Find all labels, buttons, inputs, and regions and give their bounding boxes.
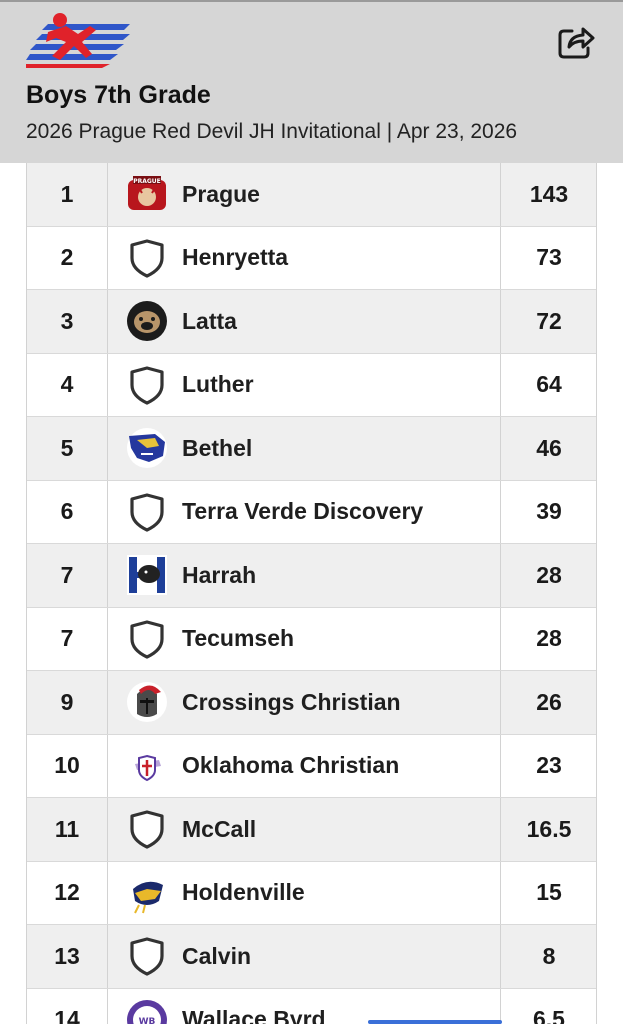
table-row[interactable]: 6 Terra Verde Discovery 39 bbox=[27, 480, 596, 544]
score-cell: 73 bbox=[536, 244, 562, 271]
rank-cell: 7 bbox=[27, 607, 108, 670]
score-cell: 143 bbox=[529, 180, 569, 207]
share-button[interactable] bbox=[556, 22, 596, 60]
shield-icon bbox=[130, 493, 164, 532]
team-name: Henryetta bbox=[182, 244, 289, 271]
score-cell: 8 bbox=[542, 942, 556, 969]
wolverine-logo bbox=[127, 872, 167, 914]
team-name: Terra Verde Discovery bbox=[182, 498, 424, 525]
score-cell: 46 bbox=[536, 434, 562, 461]
standings-table: 1 PRAGUE Prague 143 2 Henryetta 73 3 Latta 72 4 Lut… bbox=[26, 163, 597, 1024]
shield-icon bbox=[130, 239, 164, 278]
team-cell[interactable]: Luther bbox=[108, 353, 501, 416]
team-cell[interactable]: Terra Verde Discovery bbox=[108, 480, 501, 543]
rank-cell: 14 bbox=[27, 988, 108, 1024]
team-cell[interactable]: Crossings Christian bbox=[108, 671, 501, 734]
harrah-panther-logo bbox=[127, 555, 167, 596]
table-row[interactable]: 13 Calvin 8 bbox=[27, 925, 596, 989]
table-row[interactable]: 3 Latta 72 bbox=[27, 290, 596, 354]
svg-text:PRAGUE: PRAGUE bbox=[133, 178, 161, 185]
knight-helmet-logo bbox=[127, 682, 167, 723]
page-header: Boys 7th Grade 2026 Prague Red Devil JH … bbox=[0, 0, 623, 163]
table-row[interactable]: 14 WB Wallace Byrd 6.5 bbox=[27, 988, 596, 1024]
score-cell: 6.5 bbox=[533, 1006, 565, 1024]
table-row[interactable]: 5 Bethel 46 bbox=[27, 417, 596, 481]
team-cell[interactable]: PRAGUE Prague bbox=[108, 163, 501, 226]
score-cell: 23 bbox=[536, 752, 562, 779]
table-row[interactable]: 7 Harrah 28 bbox=[27, 544, 596, 608]
shield-icon bbox=[130, 620, 164, 659]
shield-icon bbox=[130, 937, 164, 976]
team-name: McCall bbox=[182, 815, 257, 842]
table-row[interactable]: 1 PRAGUE Prague 143 bbox=[27, 163, 596, 227]
score-cell: 39 bbox=[536, 498, 562, 525]
runner-flag-logo bbox=[26, 13, 130, 68]
team-cell[interactable]: Oklahoma Christian bbox=[108, 734, 501, 797]
wildcat-logo bbox=[127, 428, 167, 469]
rank-cell: 1 bbox=[27, 163, 108, 226]
team-cell[interactable]: Holdenville bbox=[108, 861, 501, 924]
top-divider bbox=[0, 0, 623, 2]
table-row[interactable]: 12 Holdenville 15 bbox=[27, 861, 596, 925]
team-name: Wallace Byrd bbox=[182, 1006, 326, 1024]
team-cell[interactable]: McCall bbox=[108, 798, 501, 861]
scroll-indicator bbox=[368, 1020, 502, 1024]
table-row[interactable]: 11 McCall 16.5 bbox=[27, 798, 596, 862]
score-cell: 28 bbox=[536, 625, 562, 652]
score-cell: 28 bbox=[536, 561, 562, 588]
table-row[interactable]: 9 Crossings Christian 26 bbox=[27, 671, 596, 735]
rank-cell: 4 bbox=[27, 353, 108, 416]
shield-icon bbox=[130, 366, 164, 405]
team-name: Prague bbox=[182, 180, 260, 207]
page-title: Boys 7th Grade bbox=[26, 81, 211, 109]
score-cell: 15 bbox=[536, 879, 562, 906]
team-cell[interactable]: Latta bbox=[108, 290, 501, 353]
rank-cell: 11 bbox=[27, 798, 108, 861]
score-cell: 16.5 bbox=[526, 815, 572, 842]
team-name: Holdenville bbox=[182, 879, 305, 906]
score-cell: 64 bbox=[536, 371, 562, 398]
team-name: Bethel bbox=[182, 434, 253, 461]
team-name: Oklahoma Christian bbox=[182, 752, 400, 779]
team-cell[interactable]: Tecumseh bbox=[108, 607, 501, 670]
rank-cell: 7 bbox=[27, 544, 108, 607]
team-name: Harrah bbox=[182, 561, 257, 588]
rank-cell: 12 bbox=[27, 861, 108, 924]
wallace-byrd-logo: WB bbox=[127, 999, 167, 1024]
rank-cell: 9 bbox=[27, 671, 108, 734]
crusader-logo bbox=[127, 745, 167, 786]
rank-cell: 3 bbox=[27, 290, 108, 353]
share-icon bbox=[558, 27, 595, 59]
team-name: Calvin bbox=[182, 942, 252, 969]
team-name: Latta bbox=[182, 307, 237, 334]
rank-cell: 6 bbox=[27, 480, 108, 543]
team-name: Crossings Christian bbox=[182, 688, 401, 715]
table-row[interactable]: 10 Oklahoma Christian 23 bbox=[27, 734, 596, 798]
team-cell[interactable]: Bethel bbox=[108, 417, 501, 480]
rank-cell: 10 bbox=[27, 734, 108, 797]
score-cell: 72 bbox=[536, 307, 562, 334]
rank-cell: 5 bbox=[27, 417, 108, 480]
rank-cell: 2 bbox=[27, 226, 108, 289]
table-row[interactable]: 4 Luther 64 bbox=[27, 353, 596, 417]
panther-logo bbox=[127, 301, 167, 342]
team-cell[interactable]: Harrah bbox=[108, 544, 501, 607]
table-row[interactable]: 7 Tecumseh 28 bbox=[27, 607, 596, 671]
team-cell[interactable]: Calvin bbox=[108, 925, 501, 988]
prague-red-devils-logo: PRAGUE bbox=[128, 176, 166, 211]
score-cell: 26 bbox=[536, 688, 562, 715]
team-name: Luther bbox=[182, 371, 254, 398]
table-row[interactable]: 2 Henryetta 73 bbox=[27, 226, 596, 290]
shield-icon bbox=[130, 810, 164, 849]
team-name: Tecumseh bbox=[182, 625, 295, 652]
svg-text:WB: WB bbox=[139, 1017, 156, 1024]
team-cell[interactable]: Henryetta bbox=[108, 226, 501, 289]
rank-cell: 13 bbox=[27, 925, 108, 988]
meet-subtitle: 2026 Prague Red Devil JH Invitational | … bbox=[26, 120, 518, 143]
team-cell[interactable]: WB Wallace Byrd bbox=[108, 988, 501, 1024]
